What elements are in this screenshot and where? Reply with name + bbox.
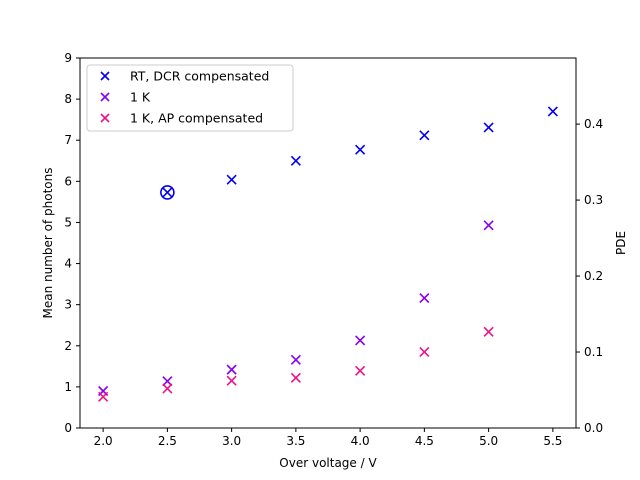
x-tick-label: 2.0 — [94, 434, 113, 448]
data-point — [162, 187, 173, 198]
data-point — [355, 144, 366, 155]
x-tick-label: 5.5 — [543, 434, 562, 448]
data-point — [419, 346, 430, 358]
axes: 2.0 2.5 3.0 3.5 4.0 4.5 5.0 5.5 0 1 2 3 4 5 6 7 8 9 0.0 0.1… — [64, 51, 603, 448]
data-point — [226, 364, 237, 375]
y-tick-label: 6 — [64, 174, 72, 188]
data-point — [162, 376, 173, 387]
y-tick-label: 5 — [64, 215, 72, 229]
y2-tick-label: 0.0 — [584, 421, 603, 435]
data-point — [419, 130, 430, 141]
data-point — [419, 293, 430, 304]
x-tick-label: 5.0 — [479, 434, 498, 448]
plot-frame — [79, 57, 577, 429]
legend-marker — [100, 71, 110, 81]
data-point — [226, 174, 237, 185]
y2-tick-label: 0.3 — [584, 193, 603, 207]
y-tick-label: 8 — [64, 92, 72, 106]
data-point — [355, 335, 366, 346]
x-tick-label: 4.0 — [351, 434, 370, 448]
y2-tick-label: 0.2 — [584, 269, 603, 283]
data-point — [290, 155, 301, 166]
legend-marker — [100, 92, 110, 102]
y-axis-label: Mean number of photons — [41, 167, 55, 318]
x-tick-label: 2.5 — [158, 434, 177, 448]
x-tick-label: 3.0 — [222, 434, 241, 448]
highlight-circle — [160, 185, 175, 200]
legend-marker — [100, 113, 110, 123]
y-tick-label: 7 — [64, 133, 72, 147]
data-point — [290, 372, 301, 383]
data-point — [547, 106, 558, 117]
data-point — [483, 122, 494, 133]
data-point — [290, 354, 301, 365]
x-tick-label: 3.5 — [286, 434, 305, 448]
y-tick-label: 4 — [64, 257, 72, 271]
y-tick-label: 9 — [64, 51, 72, 65]
y-tick-label: 2 — [64, 339, 72, 353]
x-tick-label: 4.5 — [415, 434, 434, 448]
y2-tick-label: 0.1 — [584, 345, 603, 359]
data-point — [162, 383, 173, 394]
legend-label: 1 K — [130, 90, 151, 105]
legend-box — [86, 64, 294, 132]
y-tick-label: 1 — [64, 380, 72, 394]
y2-tick-label: 0.4 — [584, 117, 603, 131]
data-point — [98, 391, 109, 402]
data-point — [483, 220, 494, 231]
data-point — [226, 375, 237, 386]
data-marks — [98, 106, 558, 402]
data-point — [355, 365, 366, 376]
legend: RT, DCR compensated 1 K 1 K, AP compensate… — [86, 64, 294, 132]
y-tick-label: 3 — [64, 298, 72, 312]
y2-axis-label: PDE — [614, 231, 628, 255]
legend-label: RT, DCR compensated — [130, 69, 269, 84]
legend-label: 1 K, AP compensated — [130, 111, 263, 126]
data-point — [483, 326, 494, 337]
x-axis-label: Over voltage / V — [279, 456, 377, 470]
y-tick-label: 0 — [64, 421, 72, 435]
